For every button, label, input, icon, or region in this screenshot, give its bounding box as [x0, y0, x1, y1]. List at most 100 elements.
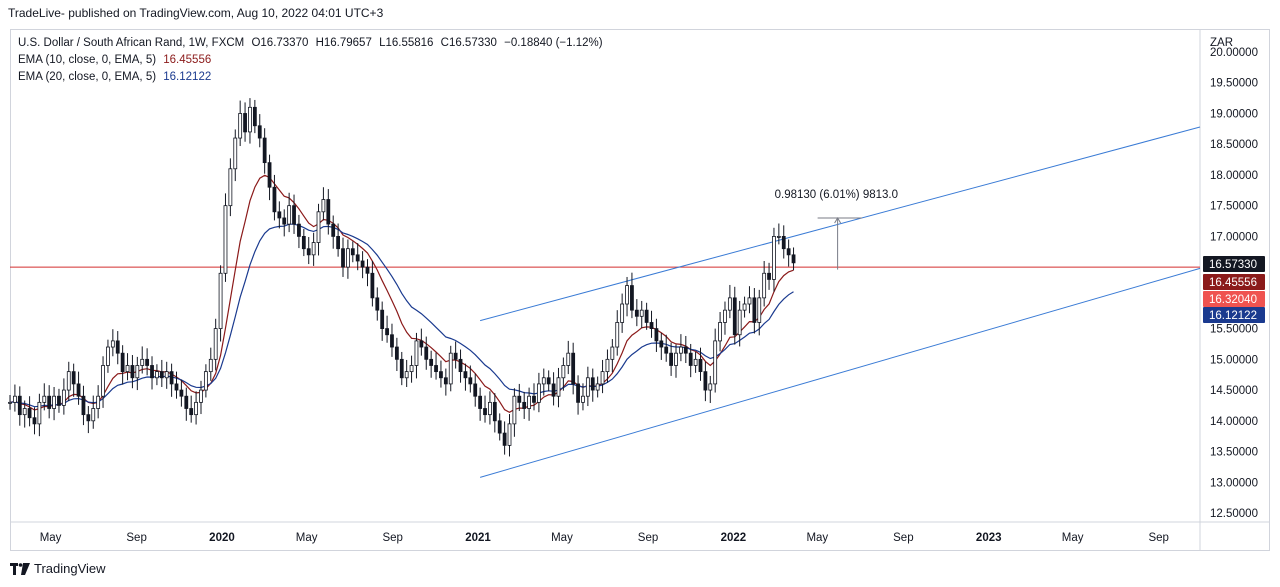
- candle-body: [639, 309, 644, 317]
- legend-symbol-row: U.S. Dollar / South African Rand, 1W, FX…: [18, 35, 603, 52]
- candle-body: [297, 223, 301, 237]
- candle-body: [150, 365, 154, 379]
- candle-body: [419, 340, 424, 348]
- candle-body: [434, 365, 438, 373]
- candle-body: [595, 383, 600, 391]
- price-label-text: 16.32040: [1209, 294, 1257, 306]
- candle-body: [551, 383, 556, 397]
- candle-body: [625, 285, 629, 305]
- candle-body: [360, 260, 365, 268]
- x-tick-label: 2021: [465, 532, 491, 544]
- candle-body: [223, 205, 228, 274]
- y-tick-label: 15.50000: [1210, 324, 1258, 336]
- candle-body: [541, 377, 546, 385]
- candle-body: [189, 408, 194, 416]
- x-tick-label: 2020: [209, 532, 235, 544]
- candle-body: [370, 272, 375, 299]
- price-label-box: [1203, 274, 1265, 290]
- candle-body: [546, 377, 551, 385]
- y-tick-label: 19.00000: [1210, 108, 1258, 120]
- candle-body: [135, 365, 140, 379]
- candle-body: [742, 303, 747, 311]
- candle-body: [630, 285, 634, 311]
- ema20-label: EMA (20, close, 0, EMA, 5): [18, 71, 157, 83]
- candle-body: [145, 358, 150, 366]
- candle-body: [414, 340, 419, 366]
- candle-body: [737, 309, 742, 336]
- candle-body: [404, 371, 409, 379]
- candle-body: [115, 340, 120, 354]
- candle-body: [194, 401, 198, 416]
- y-tick-label: 17.00000: [1210, 231, 1258, 243]
- candle-body: [233, 137, 238, 170]
- candle-body: [110, 340, 115, 348]
- measure-label: 0.98130 (6.01%) 9813.0: [775, 189, 898, 201]
- candle-body: [277, 211, 282, 219]
- candle-body: [683, 346, 688, 354]
- candle-body: [767, 272, 771, 280]
- candle-body: [76, 383, 81, 397]
- tradingview-logo-icon: [10, 562, 30, 575]
- y-tick-label: 12.50000: [1210, 508, 1258, 520]
- ema10-line: [9, 174, 794, 413]
- candle-body: [644, 309, 649, 323]
- candle-body: [669, 352, 674, 366]
- candle-body: [130, 365, 135, 379]
- candle-body: [620, 303, 625, 323]
- candle-body: [365, 266, 370, 274]
- candle-body: [8, 401, 12, 404]
- candle-body: [91, 408, 96, 422]
- candle-body: [47, 395, 52, 409]
- candle-body: [169, 371, 174, 385]
- candle-body: [81, 395, 86, 416]
- candle-body: [703, 371, 708, 391]
- ema20-value: 16.12122: [163, 71, 212, 83]
- candle-body: [96, 395, 101, 409]
- candle-body: [86, 414, 91, 422]
- candle-body: [536, 383, 541, 403]
- x-tick-label: Sep: [893, 532, 913, 544]
- candle-body: [532, 395, 536, 403]
- x-tick-label: 2023: [976, 532, 1002, 544]
- channel-lower-line[interactable]: [479, 267, 1201, 478]
- candle-body: [355, 254, 360, 262]
- candle-body: [42, 395, 47, 403]
- candle-body: [791, 254, 796, 264]
- candle-body: [448, 352, 453, 385]
- candle-body: [155, 371, 159, 379]
- candle-body: [458, 358, 463, 373]
- candle-body: [120, 352, 125, 373]
- candle-body: [272, 186, 277, 213]
- ohlc-open: O16.73370: [251, 37, 309, 49]
- x-tick-label: May: [551, 532, 573, 544]
- candle-body: [238, 113, 243, 139]
- candle-body: [483, 408, 487, 416]
- candle-body: [713, 340, 718, 385]
- candle-body: [248, 106, 252, 133]
- candle-body: [346, 248, 350, 268]
- candle-body: [106, 346, 110, 366]
- candle-body: [301, 235, 306, 250]
- candle-body: [17, 395, 22, 416]
- channel-upper-line[interactable]: [479, 126, 1201, 322]
- candle-body: [243, 113, 247, 133]
- candle-body: [287, 205, 292, 225]
- footer-brand[interactable]: TradingView: [10, 561, 106, 576]
- candle-body: [610, 346, 615, 360]
- candle-body: [473, 383, 478, 397]
- candle-body: [718, 322, 722, 342]
- candle-body: [762, 272, 767, 299]
- y-tick-label: 17.50000: [1210, 201, 1258, 213]
- symbol-description: U.S. Dollar / South African Rand, 1W, FX…: [18, 37, 245, 49]
- candle-body: [292, 205, 296, 225]
- candle-body: [443, 377, 448, 385]
- candle-body: [321, 199, 326, 213]
- x-tick-label: Sep: [382, 532, 402, 544]
- candle-body: [282, 217, 287, 225]
- candle-body: [57, 395, 61, 406]
- chart-frame[interactable]: [10, 29, 1270, 551]
- y-tick-label: 20.00000: [1210, 47, 1258, 59]
- candle-body: [488, 401, 492, 416]
- candle-body: [385, 328, 389, 336]
